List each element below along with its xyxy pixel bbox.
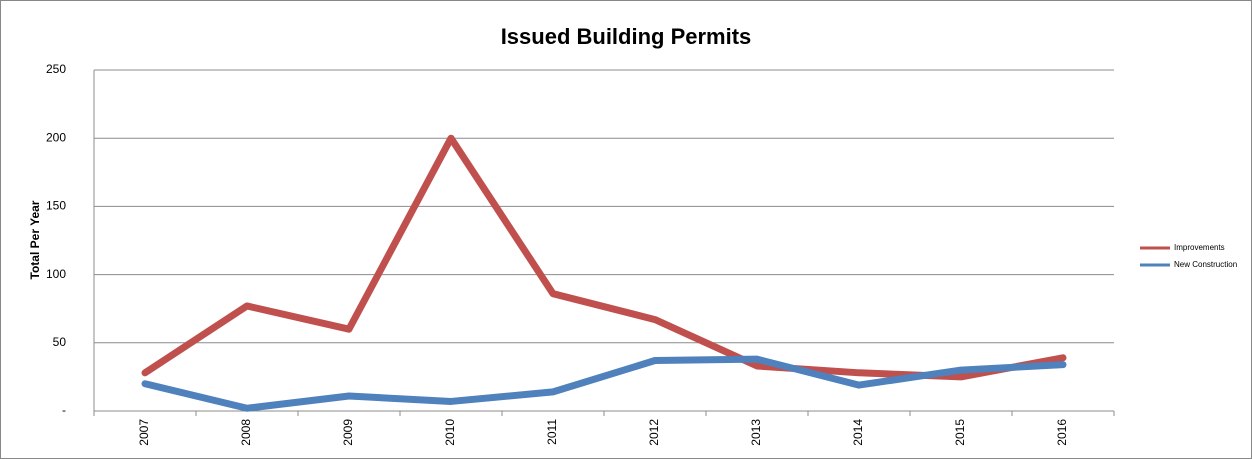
y-tick-label: 250 [46,62,66,76]
x-tick-label: 2011 [545,419,559,445]
legend-label: Improvements [1174,243,1225,252]
x-tick-label: 2007 [137,419,151,446]
legend-label: New Construction [1174,260,1237,269]
y-tick-label: 150 [46,199,66,213]
y-tick-label: 200 [46,130,66,144]
x-tick-label: 2009 [341,419,355,446]
x-tick-label: 2014 [851,419,865,446]
y-tick-label: 100 [46,267,66,281]
y-axis-label: Total Per Year [28,200,42,279]
x-tick-label: 2008 [239,419,253,446]
x-tick-label: 2013 [749,419,763,446]
x-tick-label: 2012 [647,419,661,446]
series-line [141,355,1067,412]
x-tick-label: 2015 [953,419,967,446]
y-tick-label: - [62,403,66,417]
y-tick-label: 50 [53,335,67,349]
x-tick-label: 2016 [1055,419,1069,446]
chart-title: Issued Building Permits [501,24,752,49]
x-tick-label: 2010 [443,419,457,446]
